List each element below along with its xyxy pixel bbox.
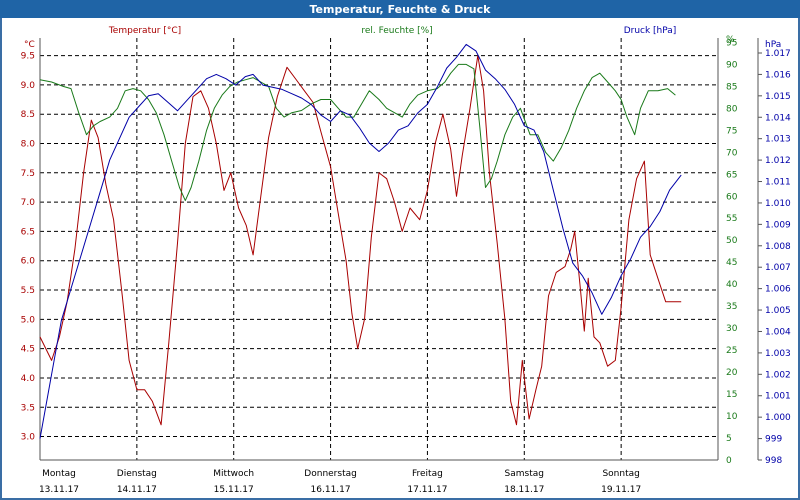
humidity-line (39, 63, 676, 202)
x-date-label: 19.11.17 (601, 485, 641, 495)
pressure-tick-label: 1.008 (765, 242, 791, 252)
pressure-tick-label: 1.014 (765, 113, 791, 123)
humidity-tick-label: 50 (726, 236, 738, 246)
pressure-line (39, 43, 682, 439)
pressure-tick-label: 1.005 (765, 306, 791, 316)
humidity-tick-label: % (726, 35, 735, 45)
plot-area (40, 38, 718, 460)
legend-humidity: rel. Feuchte [%] (361, 26, 432, 36)
humidity-tick-label: 20 (726, 368, 738, 378)
humidity-tick-label: 90 (726, 60, 738, 70)
x-day-label: Sonntag (602, 469, 639, 479)
humidity-tick-label: 55 (726, 214, 737, 224)
temperature-tick-label: 8.5 (21, 110, 35, 120)
pressure-tick-label: 999 (765, 435, 782, 445)
humidity-tick-label: 5 (726, 434, 732, 444)
x-day-label: Dienstag (117, 469, 157, 479)
temperature-tick-label: 9.0 (21, 81, 36, 91)
data-series (39, 43, 682, 439)
humidity-tick-label: 10 (726, 412, 738, 422)
pressure-tick-label: 998 (765, 456, 782, 466)
humidity-tick-label: 75 (726, 126, 737, 136)
x-date-label: 13.11.17 (39, 485, 79, 495)
temperature-tick-label: 5.5 (21, 286, 35, 296)
pressure-tick-label: 1.000 (765, 413, 791, 423)
temperature-tick-label: 8.0 (21, 140, 36, 150)
temperature-unit: °C (24, 40, 35, 50)
pressure-tick-label: 1.010 (765, 199, 791, 209)
humidity-tick-label: 95 (726, 38, 737, 48)
x-day-label: Donnerstag (304, 469, 357, 479)
temperature-tick-label: 7.5 (21, 169, 35, 179)
pressure-tick-label: 1.009 (765, 220, 791, 230)
x-day-label: Samstag (505, 469, 544, 479)
temperature-tick-label: 3.0 (21, 433, 36, 443)
pressure-tick-label: 1.016 (765, 70, 791, 80)
humidity-tick-label: 30 (726, 324, 738, 334)
temperature-tick-label: 6.5 (21, 227, 35, 237)
pressure-tick-label: 1.012 (765, 156, 791, 166)
x-day-label: Mittwoch (213, 469, 254, 479)
pressure-tick-label: 1.002 (765, 370, 791, 380)
temperature-tick-label: 4.5 (21, 345, 35, 355)
pressure-tick-label: 1.001 (765, 392, 791, 402)
pressure-tick-label: 1.015 (765, 92, 791, 102)
chart-title: Temperatur, Feuchte & Druck (310, 3, 492, 16)
humidity-tick-label: 80 (726, 104, 738, 114)
temperature-tick-label: 6.0 (21, 257, 36, 267)
x-day-label: Montag (42, 469, 76, 479)
humidity-tick-label: 35 (726, 302, 737, 312)
pressure-unit: hPa (765, 40, 781, 50)
pressure-tick-label: 1.011 (765, 178, 791, 188)
pressure-tick-label: 1.006 (765, 285, 791, 295)
tick-labels: 3.0 3.5 4.0 4.5 5.0 5.5 6.0 6.5 7.0 7.5 8.0 8.5 9.0 9… (21, 35, 791, 495)
humidity-tick-label: 45 (726, 258, 737, 268)
humidity-tick-label: 40 (726, 280, 738, 290)
pressure-tick-label: 1.003 (765, 349, 791, 359)
title-bar (0, 0, 800, 18)
chart-axes (39, 38, 762, 461)
humidity-tick-label: 70 (726, 148, 738, 158)
humidity-tick-label: 25 (726, 346, 737, 356)
humidity-tick-label: 85 (726, 82, 737, 92)
pressure-tick-label: 1.007 (765, 263, 791, 273)
x-date-label: 18.11.17 (504, 485, 544, 495)
legend-pressure: Druck [hPa] (624, 26, 677, 36)
x-date-label: 14.11.17 (117, 485, 157, 495)
temperature-tick-label: 4.0 (21, 374, 36, 384)
pressure-tick-label: 1.004 (765, 327, 791, 337)
temperature-tick-label: 9.5 (21, 52, 35, 62)
x-date-label: 17.11.17 (407, 485, 447, 495)
x-date-label: 15.11.17 (214, 485, 254, 495)
temperature-tick-label: 5.0 (21, 315, 36, 325)
temperature-tick-label: 7.0 (21, 198, 36, 208)
pressure-tick-label: 1.013 (765, 135, 791, 145)
humidity-tick-label: 65 (726, 170, 737, 180)
temperature-line (39, 55, 682, 426)
pressure-tick-label: 1.017 (765, 49, 791, 59)
x-day-label: Freitag (412, 469, 443, 479)
legend-temperature: Temperatur [°C] (108, 26, 181, 36)
x-date-label: 16.11.17 (311, 485, 351, 495)
humidity-tick-label: 15 (726, 390, 737, 400)
humidity-tick-label: 60 (726, 192, 738, 202)
temperature-tick-label: 3.5 (21, 403, 35, 413)
humidity-tick-label: 0 (726, 456, 732, 466)
